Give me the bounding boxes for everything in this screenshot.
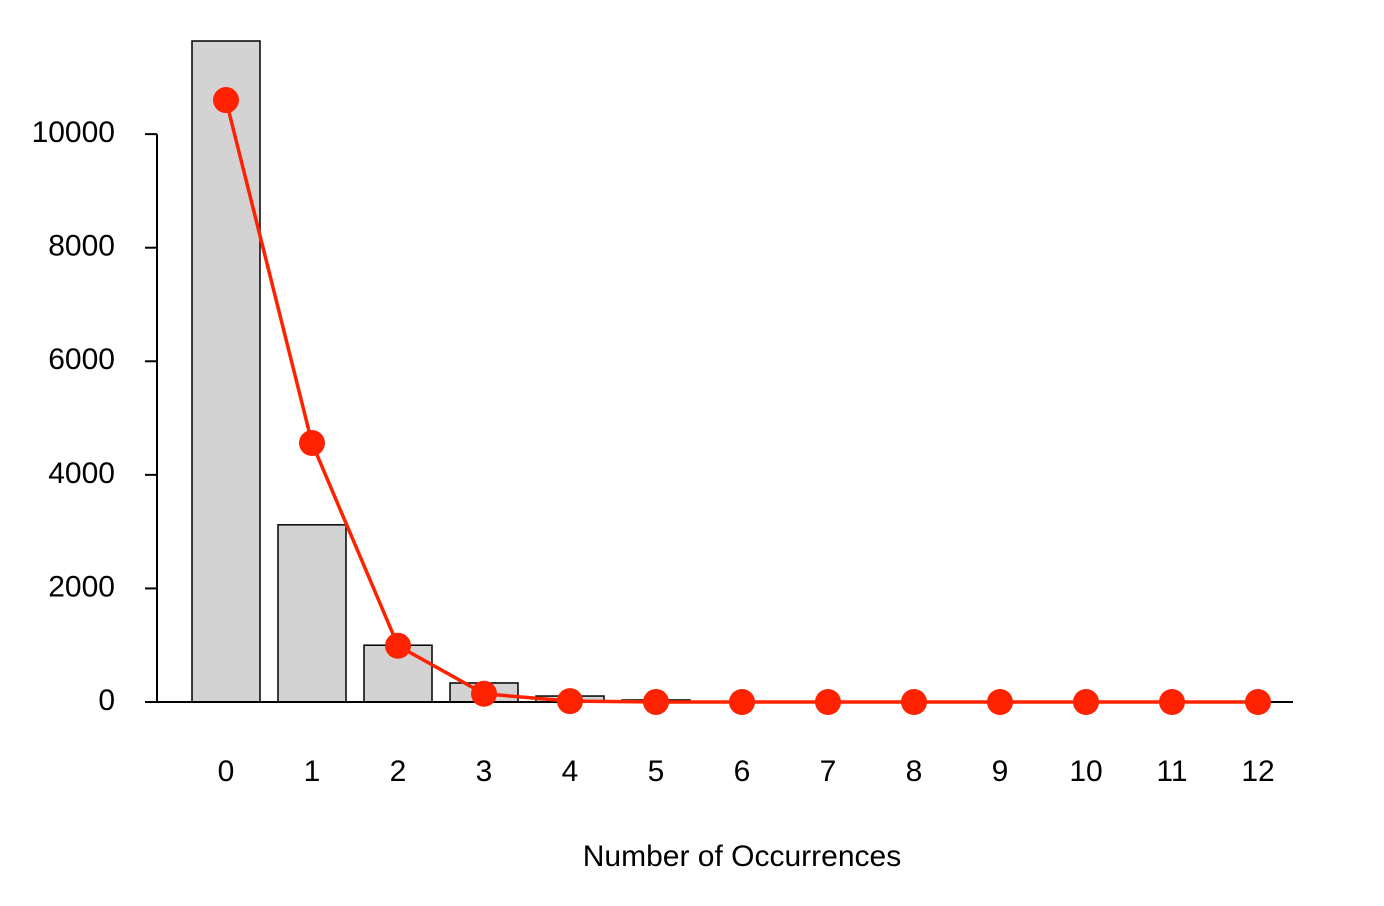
bar bbox=[277, 524, 347, 703]
point bbox=[213, 87, 239, 114]
bar bbox=[191, 40, 261, 703]
y-tick-label: 2000 bbox=[48, 570, 115, 603]
x-tick-label: 12 bbox=[1241, 755, 1274, 788]
point bbox=[1073, 689, 1099, 715]
x-tick-label: 6 bbox=[734, 755, 751, 788]
y-tick-label: 8000 bbox=[48, 230, 115, 263]
point bbox=[385, 632, 411, 659]
x-tick-label: 0 bbox=[218, 755, 235, 788]
point bbox=[471, 680, 497, 707]
line bbox=[224, 99, 1258, 704]
y-tick-label: 0 bbox=[98, 684, 115, 717]
y-tick-label: 6000 bbox=[48, 343, 115, 376]
x-tick-label: 8 bbox=[906, 755, 923, 788]
x-axis-label: Number of Occurrences bbox=[583, 840, 901, 873]
x-tick-label: 10 bbox=[1069, 755, 1102, 788]
x-tick-label: 9 bbox=[992, 755, 1009, 788]
x-tick-label: 3 bbox=[476, 755, 493, 788]
point bbox=[643, 688, 669, 715]
x-tick-label: 4 bbox=[562, 755, 579, 788]
point bbox=[1245, 689, 1271, 715]
point bbox=[815, 689, 841, 715]
y-tick-label: 10000 bbox=[32, 116, 115, 149]
x-tick-label: 11 bbox=[1156, 755, 1187, 788]
x-tick-label: 2 bbox=[390, 755, 407, 788]
x-tick-label: 5 bbox=[648, 755, 665, 788]
x-tick-label: 1 bbox=[304, 755, 321, 788]
point bbox=[557, 688, 583, 715]
point bbox=[1159, 689, 1185, 715]
x-tick-label: 7 bbox=[820, 755, 837, 788]
y-tick-label: 4000 bbox=[48, 457, 115, 490]
point bbox=[987, 689, 1013, 715]
point bbox=[901, 689, 927, 715]
point bbox=[729, 689, 755, 715]
point bbox=[299, 430, 325, 457]
